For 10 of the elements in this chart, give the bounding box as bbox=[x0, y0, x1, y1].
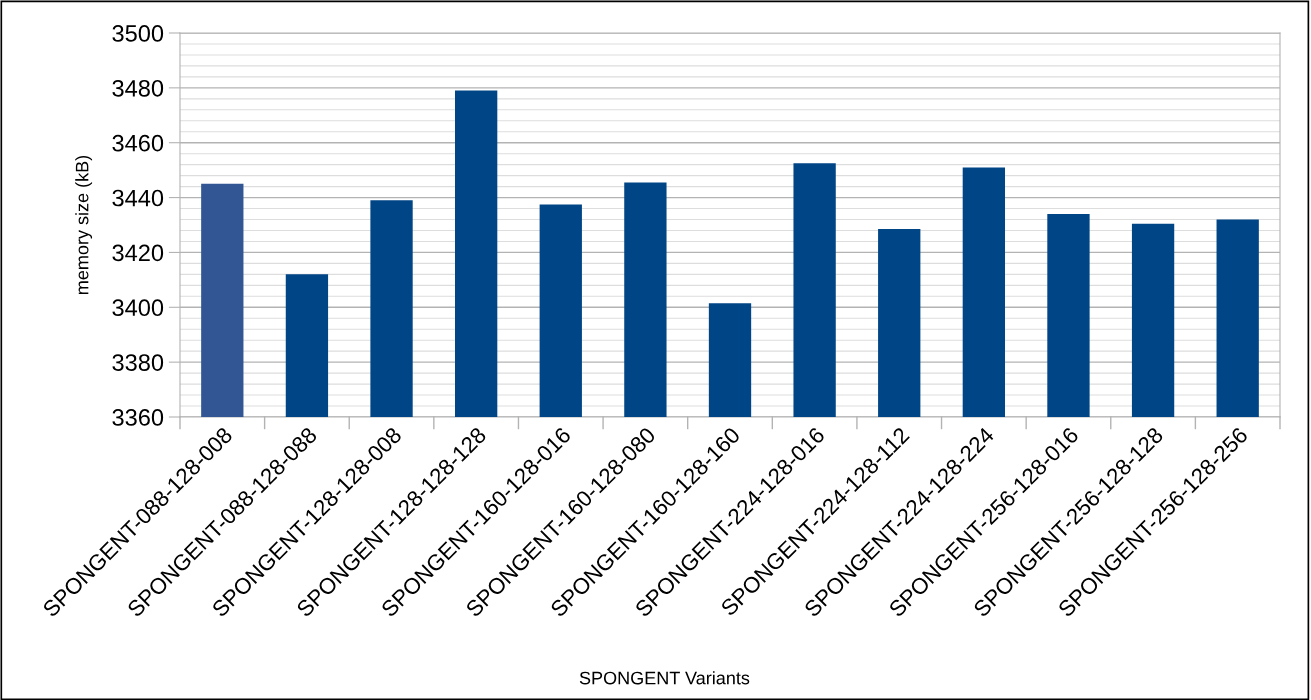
y-tick-label: 3380 bbox=[112, 354, 164, 371]
y-tick-label: 3500 bbox=[112, 25, 164, 42]
y-tick-label: 3420 bbox=[112, 244, 164, 262]
x-axis-title: SPONGENT Variants bbox=[579, 671, 750, 685]
y-tick-label: 3460 bbox=[112, 134, 164, 152]
y-tick-label: 3440 bbox=[112, 189, 164, 207]
y-tick-label: 3480 bbox=[112, 79, 164, 97]
y-tick-label: 3360 bbox=[112, 409, 164, 426]
y-tick-label: 3400 bbox=[112, 299, 164, 317]
y-axis-title: memory size (kB) bbox=[75, 155, 93, 295]
